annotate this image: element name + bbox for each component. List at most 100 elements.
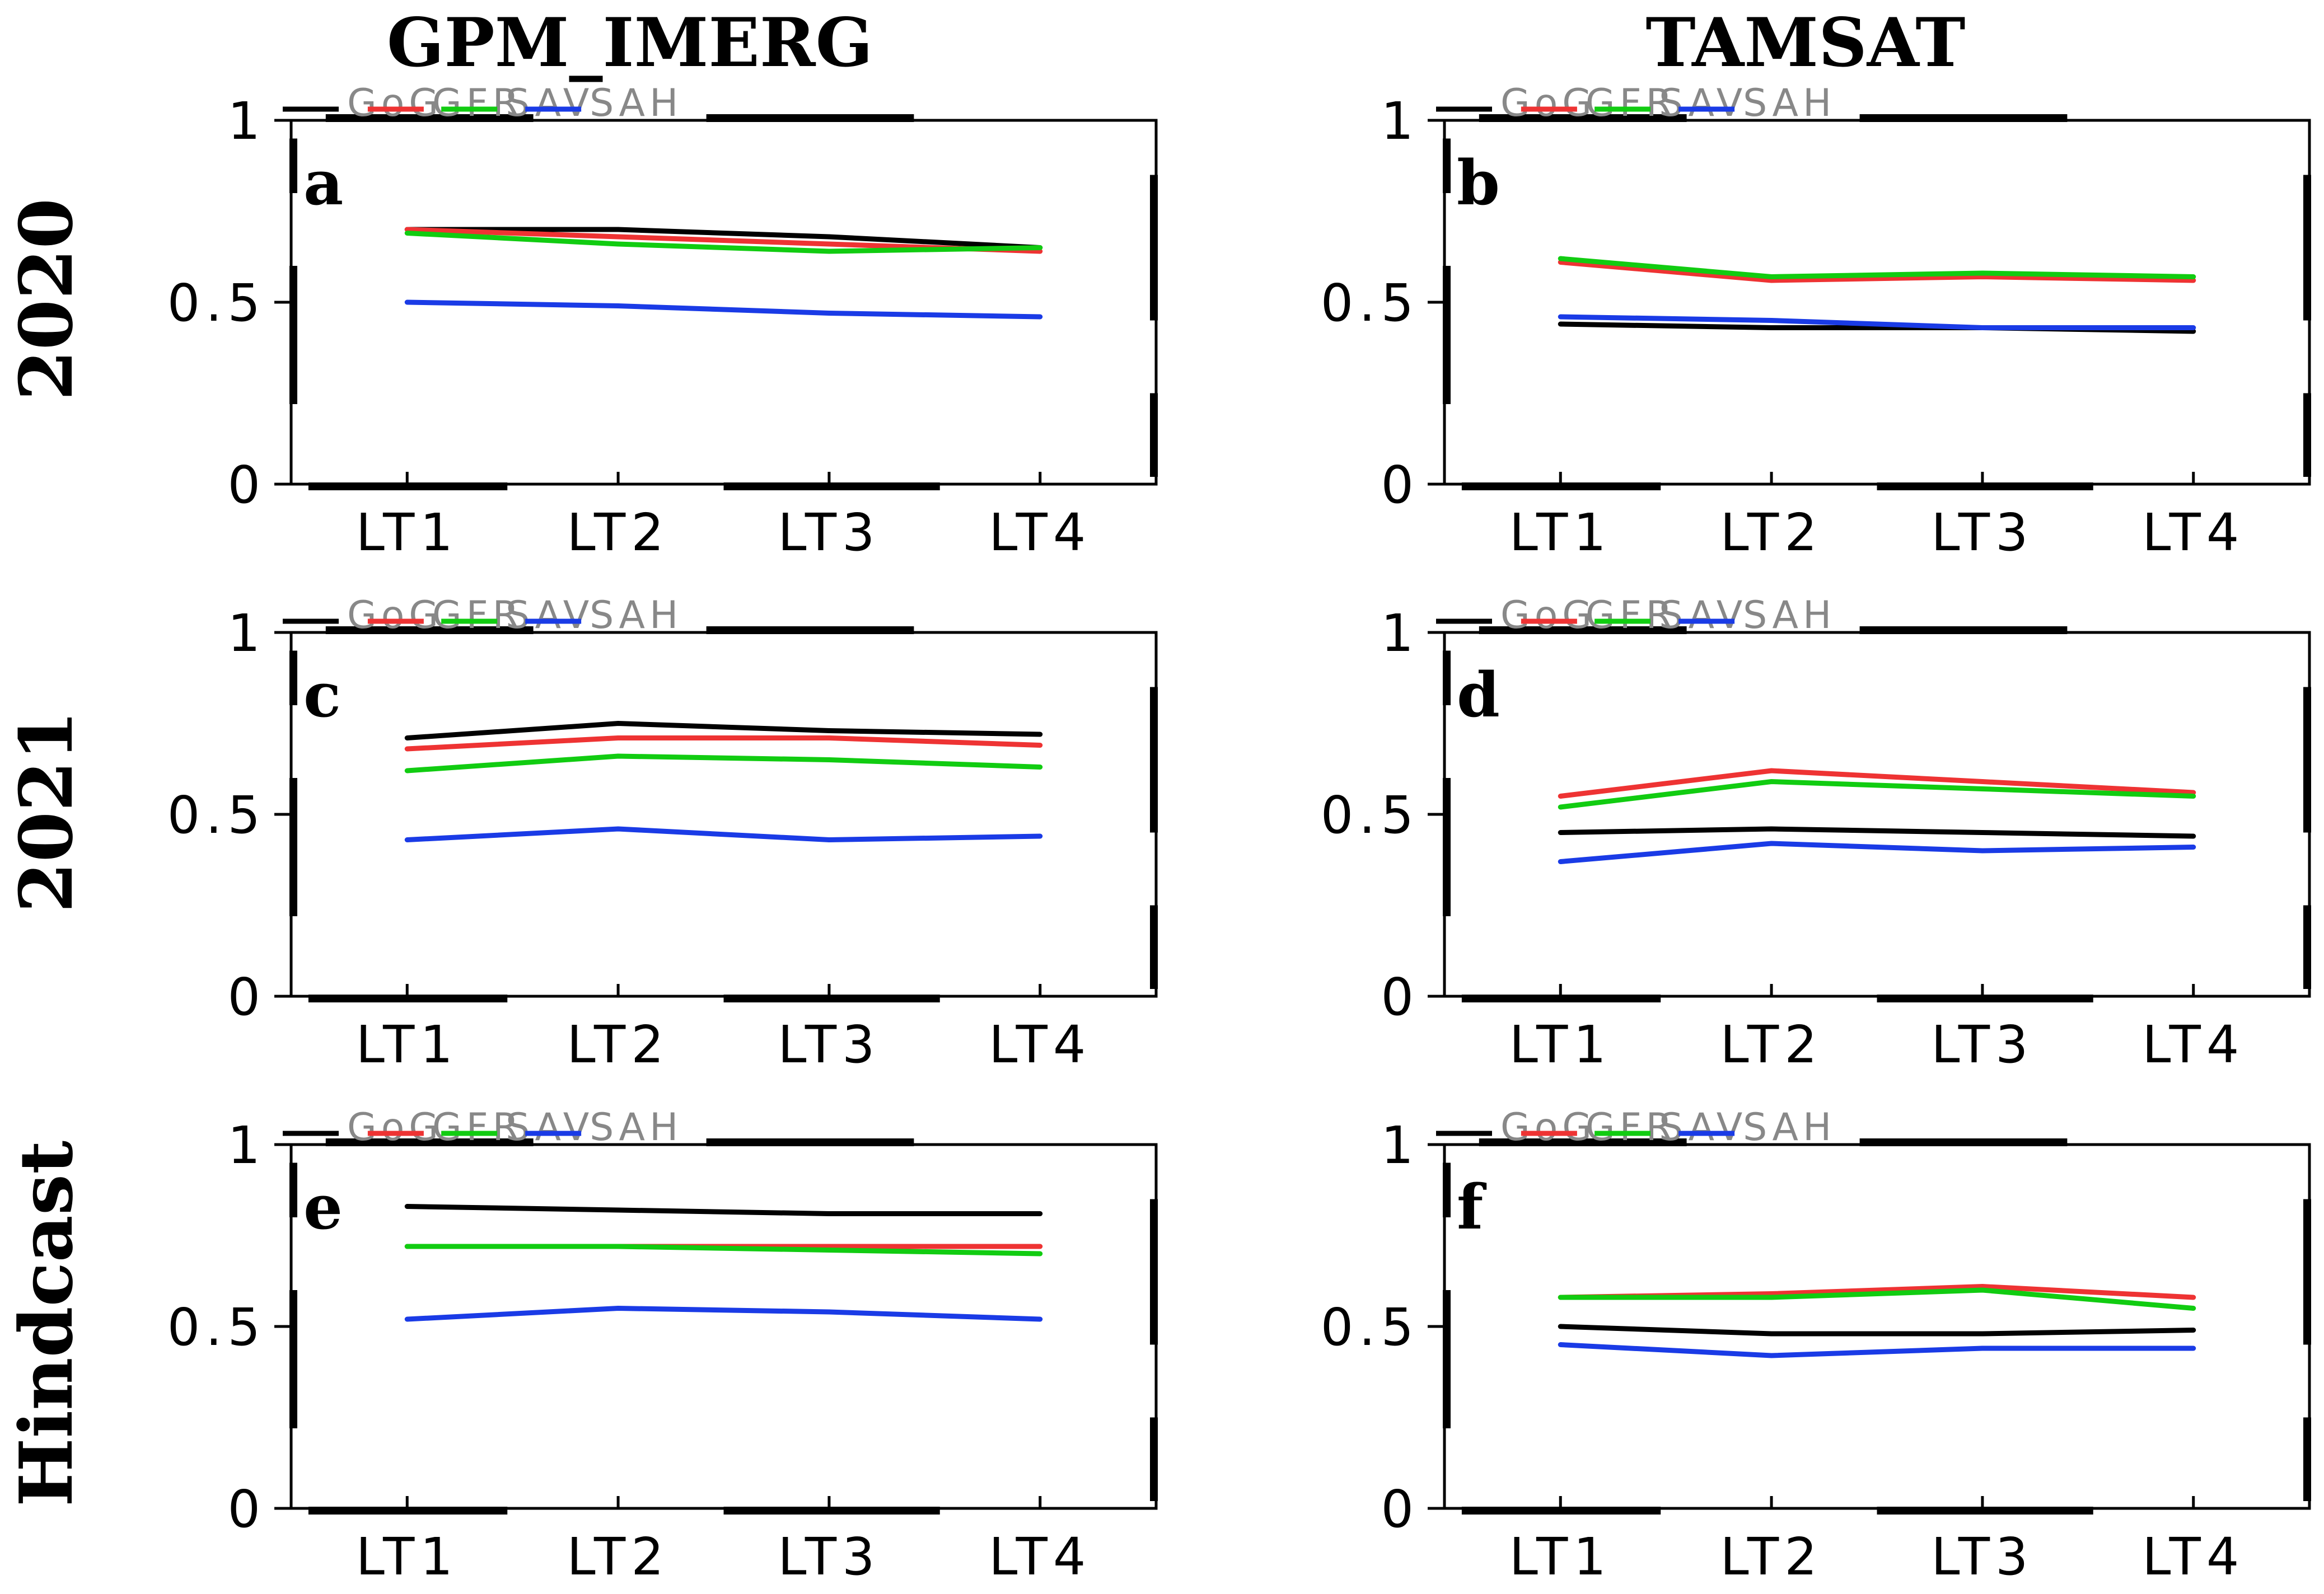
panel-f-letter: f xyxy=(1457,1171,1487,1243)
panel-f-xtick-label-lt1: LT1 xyxy=(1509,1527,1612,1587)
panel-c-ytick-label-1: 1 xyxy=(227,603,266,663)
panel-f-series-gog-point-1 xyxy=(1558,1324,1563,1329)
panel-c-series-sav-point-3 xyxy=(826,757,832,762)
panel-c-xtick-label-lt3: LT3 xyxy=(778,1015,880,1075)
panel-a-series-sav-point-4 xyxy=(1037,245,1043,250)
panel-f-legend-label-gog: GoG xyxy=(1500,1105,1596,1150)
panel-e-series-gog-point-2 xyxy=(615,1207,621,1213)
panel-e-legend-label-gfr: GFR xyxy=(432,1105,523,1150)
panel-e-xtick-label-lt3: LT3 xyxy=(778,1527,880,1587)
panel-a-series-sah-point-4 xyxy=(1037,314,1043,320)
panel-a-legend-label-sah: SAH xyxy=(590,81,682,125)
row-title-hindcast: Hindcast xyxy=(3,1141,89,1507)
panel-a-series-sav-point-1 xyxy=(404,231,410,236)
panel-f-ytick-label-0-5: 0.5 xyxy=(1321,1297,1419,1357)
panel-e-series-gog-line xyxy=(407,1204,1040,1216)
panel-e-series-sav-point-4 xyxy=(1037,1251,1043,1257)
panel-e-legend-label-sah: SAH xyxy=(590,1105,682,1150)
panel-f-series-sah-point-4 xyxy=(2191,1345,2196,1351)
panel-e-series-sah-point-2 xyxy=(615,1306,621,1311)
panel-f-series-gfr-point-4 xyxy=(2191,1295,2196,1300)
panel-c-series-sav-point-2 xyxy=(615,753,621,759)
panel-c-series-gog-point-3 xyxy=(826,728,832,733)
row-title-2020: 2020 xyxy=(3,198,89,401)
panel-c-series-gfr-point-3 xyxy=(826,735,832,740)
panel-c-series-gfr-line xyxy=(407,735,1040,752)
panel-b-frame-ticks xyxy=(1443,114,2311,490)
panel-b-ytick-label-0: 0 xyxy=(1381,455,1419,515)
panel-f-ytick-label-1: 1 xyxy=(1381,1115,1419,1175)
panel-b-ytick-label-0-5: 0.5 xyxy=(1321,273,1419,333)
panel-b-legend-label-gog: GoG xyxy=(1500,81,1596,125)
panel-b-series-sav-point-1 xyxy=(1558,256,1563,261)
panel-c-series-sah-point-1 xyxy=(404,837,410,842)
panel-b-series-gog-point-2 xyxy=(1769,325,1774,330)
panel-a-series-sah-point-2 xyxy=(615,303,621,308)
panel-a-xtick-label-lt3: LT3 xyxy=(778,503,880,562)
panel-d-xtick-label-lt4: LT4 xyxy=(2142,1015,2244,1075)
column-title-tamsat: TAMSAT xyxy=(1645,3,1965,82)
panel-a-series-gfr-point-3 xyxy=(826,241,832,247)
panel-e-series-sah-point-3 xyxy=(826,1309,832,1315)
panel-d-legend-label-sah: SAH xyxy=(1743,593,1836,637)
panel-b-xtick-label-lt2: LT2 xyxy=(1720,503,1822,562)
panel-f-series-sah-point-1 xyxy=(1558,1342,1563,1347)
panel-e-series-sav-point-2 xyxy=(615,1244,621,1249)
panel-c-series-gfr-point-2 xyxy=(615,735,621,740)
panel-b-series-sah-line xyxy=(1560,314,2194,330)
panel-d-series-gfr-point-2 xyxy=(1769,768,1774,773)
panel-e-series-sah-point-4 xyxy=(1037,1316,1043,1322)
panel-e-xtick-label-lt1: LT1 xyxy=(356,1527,459,1587)
panel-b-ytick-label-1: 1 xyxy=(1381,91,1419,151)
panel-c-ytick-label-0-5: 0.5 xyxy=(167,785,266,845)
panel-d-series-gog-line xyxy=(1560,826,2194,839)
panel-f-xtick-label-lt4: LT4 xyxy=(2142,1527,2244,1587)
panel-d-series-sav-point-2 xyxy=(1769,779,1774,784)
panel-a-series-sav-line xyxy=(407,231,1040,254)
panel-c-xtick-label-lt1: LT1 xyxy=(356,1015,459,1075)
panel-f-legend-label-gfr: GFR xyxy=(1586,1105,1677,1150)
panel-e-frame-ticks xyxy=(289,1138,1158,1515)
panel-f-series-gog-point-4 xyxy=(2191,1328,2196,1333)
panel-a-legend-label-gog: GoG xyxy=(347,81,443,125)
panel-a-xtick-label-lt4: LT4 xyxy=(989,503,1091,562)
panel-e-legend-label-gog: GoG xyxy=(347,1105,443,1150)
panel-d-series-sav-point-4 xyxy=(2191,794,2196,799)
panel-a-letter: a xyxy=(303,147,343,219)
panel-d-series-sav-line xyxy=(1560,779,2194,810)
panel-d-series-gfr-point-1 xyxy=(1558,794,1563,799)
panel-c-series-sah-point-3 xyxy=(826,837,832,842)
panel-d-series-sah-point-3 xyxy=(1980,848,1985,854)
panel-a-legend-label-sav: SAV xyxy=(506,81,593,125)
panel-d-series-gfr-line xyxy=(1560,768,2194,799)
panel-f-series-sav-line xyxy=(1560,1287,2194,1311)
panel-b-series-gog-point-1 xyxy=(1558,321,1563,327)
panel-b-xtick-label-lt3: LT3 xyxy=(1931,503,2033,562)
panel-e-ytick-label-0: 0 xyxy=(227,1479,266,1539)
panel-c-series-gfr-point-4 xyxy=(1037,743,1043,748)
panel-e-ytick-label-1: 1 xyxy=(227,1115,266,1175)
panel-b-series-sav-point-3 xyxy=(1980,270,1985,276)
panel-e-series-sah-point-1 xyxy=(404,1316,410,1322)
panel-b-series-sah-point-3 xyxy=(1980,325,1985,330)
panel-f-series-gog-point-3 xyxy=(1980,1331,1985,1337)
panel-e-series-sav-point-3 xyxy=(826,1248,832,1253)
panel-a-ytick-label-1: 1 xyxy=(227,91,266,151)
panel-b-legend-label-gfr: GFR xyxy=(1586,81,1677,125)
panel-b-series-sah-point-2 xyxy=(1769,318,1774,323)
panel-d-ytick-label-0: 0 xyxy=(1381,967,1419,1027)
panel-a-series-sav-point-3 xyxy=(826,249,832,254)
panel-c-frame-ticks xyxy=(289,626,1158,1002)
panel-f-series-gog-line xyxy=(1560,1324,2194,1337)
panel-f-series-sah-line xyxy=(1560,1342,2194,1358)
column-title-gpm-imerg: GPM_IMERG xyxy=(387,3,873,82)
